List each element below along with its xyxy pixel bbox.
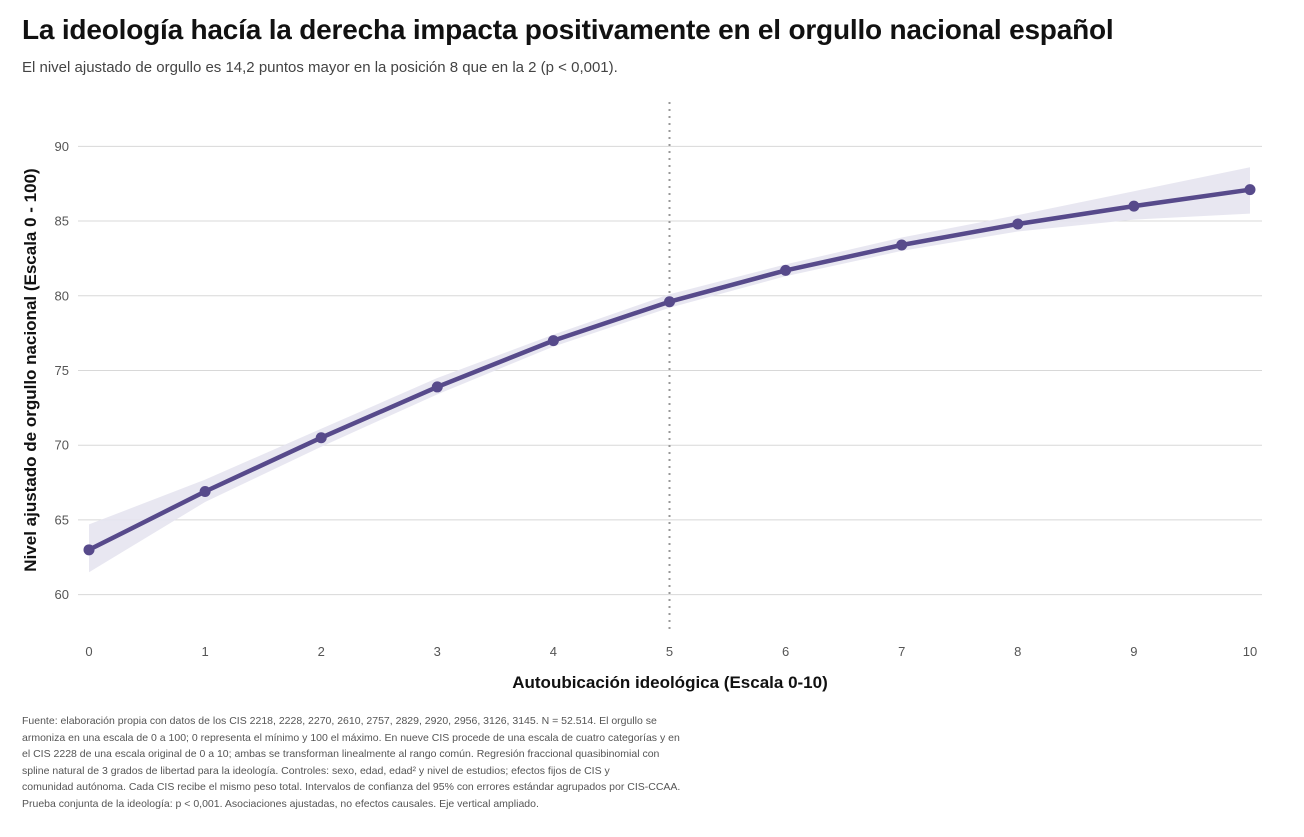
x-tick-label: 4 bbox=[550, 644, 557, 659]
data-point bbox=[780, 264, 792, 276]
y-tick-label: 75 bbox=[55, 363, 69, 378]
y-tick-label: 90 bbox=[55, 139, 69, 154]
chart-subtitle: El nivel ajustado de orgullo es 14,2 pun… bbox=[22, 59, 618, 76]
chart-title: La ideología hacía la derecha impacta po… bbox=[22, 14, 1114, 45]
x-tick-label: 7 bbox=[898, 644, 905, 659]
y-tick-label: 85 bbox=[55, 214, 69, 229]
y-tick-label: 65 bbox=[55, 512, 69, 527]
caption-line: comunidad autónoma. Cada CIS recibe el m… bbox=[22, 781, 681, 793]
caption-line: Prueba conjunta de la ideología: p < 0,0… bbox=[22, 797, 539, 810]
y-tick-label: 60 bbox=[55, 587, 69, 602]
x-tick-label: 3 bbox=[434, 644, 441, 659]
data-point bbox=[1128, 200, 1140, 212]
x-tick-label: 6 bbox=[782, 644, 789, 659]
y-tick-label: 80 bbox=[55, 288, 69, 303]
x-axis-title: Autoubicación ideológica (Escala 0-10) bbox=[512, 673, 828, 692]
x-tick-label: 1 bbox=[201, 644, 208, 659]
data-point bbox=[1244, 184, 1256, 196]
source-caption: Fuente: elaboración propia con datos de … bbox=[22, 713, 782, 812]
x-tick-label: 9 bbox=[1130, 644, 1137, 659]
line-chart: 60 65 70 75 80 85 90 0 1 2 3 4 5 6 7 8 9 10 Autoubicación … bbox=[21, 102, 1262, 692]
data-point bbox=[315, 432, 327, 444]
x-tick-label: 2 bbox=[318, 644, 325, 659]
data-point bbox=[664, 296, 675, 308]
x-tick-label: 5 bbox=[666, 644, 673, 659]
y-axis-title: Nivel ajustado de orgullo nacional (Esca… bbox=[21, 168, 40, 571]
x-tick-label: 10 bbox=[1243, 644, 1257, 659]
data-point bbox=[896, 239, 908, 251]
caption-line: spline natural de 3 grados de libertad p… bbox=[22, 764, 610, 777]
data-point bbox=[547, 335, 559, 347]
x-tick-label: 8 bbox=[1014, 644, 1021, 659]
data-point bbox=[431, 381, 443, 393]
x-tick-label: 0 bbox=[85, 644, 92, 659]
caption-line: Fuente: elaboración propia con datos de … bbox=[22, 715, 657, 727]
data-point bbox=[1012, 218, 1024, 230]
data-point bbox=[199, 486, 211, 498]
caption-line: el CIS 2228 de una escala original de 0 … bbox=[22, 748, 660, 760]
y-tick-label: 70 bbox=[55, 438, 69, 453]
data-point bbox=[83, 544, 95, 556]
caption-line: armoniza en una escala de 0 a 100; 0 rep… bbox=[22, 731, 680, 744]
